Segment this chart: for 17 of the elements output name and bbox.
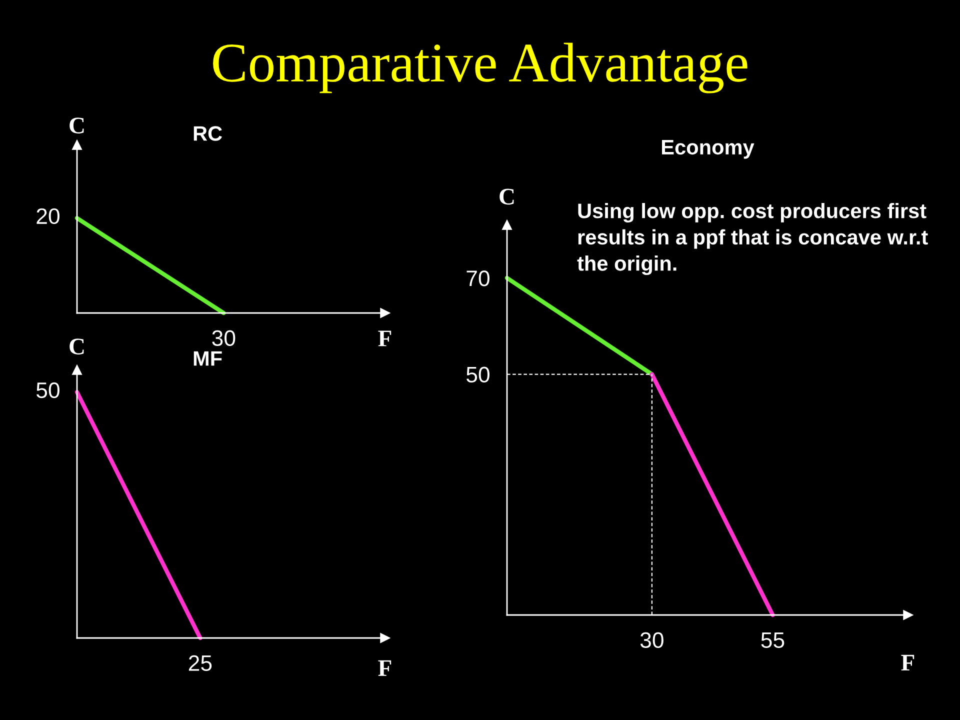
text: 25 bbox=[188, 655, 212, 671]
x-axis-title: F bbox=[901, 654, 914, 670]
x-tick-label: 55 bbox=[761, 632, 784, 648]
annotation: Using low opp. cost producers first results in a ppf that is concave w.r.t the origin. bbox=[577, 203, 928, 276]
text: 20 bbox=[36, 208, 60, 224]
chart-title: RC bbox=[194, 126, 222, 141]
text: 30 bbox=[212, 330, 236, 346]
text: Comparative Advantage bbox=[213, 42, 748, 94]
chart-title: Economy bbox=[662, 140, 754, 159]
chart-title: MF bbox=[194, 351, 222, 366]
y-axis-title: C bbox=[70, 338, 84, 354]
y-axis-title: C bbox=[500, 188, 514, 205]
annotation: 50 bbox=[36, 382, 60, 398]
y-tick-label: 70 bbox=[466, 270, 490, 286]
x-axis-title: F bbox=[378, 330, 392, 346]
x-axis-title: F bbox=[378, 660, 392, 676]
y-axis-title: C bbox=[70, 118, 84, 134]
